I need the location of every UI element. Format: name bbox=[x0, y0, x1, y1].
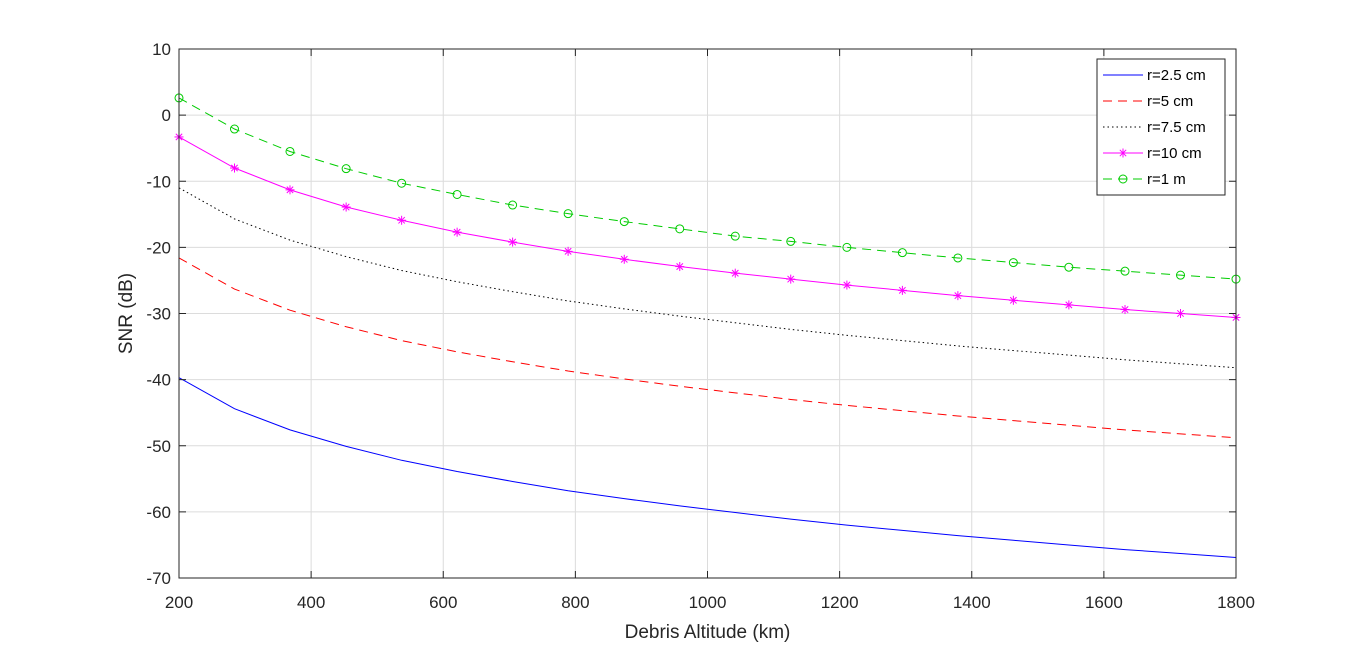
x-tick-label: 800 bbox=[561, 593, 589, 612]
data-point bbox=[786, 274, 796, 284]
data-point bbox=[508, 237, 518, 247]
x-tick-label: 600 bbox=[429, 593, 457, 612]
legend-label: r=10 cm bbox=[1147, 145, 1202, 162]
y-tick-label: -20 bbox=[146, 238, 171, 257]
data-point bbox=[730, 231, 740, 241]
data-point bbox=[341, 164, 351, 174]
x-tick-label: 1600 bbox=[1085, 593, 1123, 612]
legend-label: r=5 cm bbox=[1147, 93, 1193, 110]
data-point bbox=[397, 215, 407, 225]
data-point bbox=[897, 248, 907, 258]
series-line-r-5-cm bbox=[178, 257, 1237, 439]
y-tick-label: -40 bbox=[146, 371, 171, 390]
legend-label: r=7.5 cm bbox=[1147, 119, 1206, 136]
data-point bbox=[1118, 174, 1128, 184]
data-point bbox=[842, 280, 852, 290]
data-point bbox=[1120, 305, 1130, 315]
data-point bbox=[1176, 270, 1186, 280]
data-point bbox=[1064, 300, 1074, 310]
x-tick-label: 200 bbox=[165, 593, 193, 612]
data-point bbox=[452, 227, 462, 237]
y-tick-label: -70 bbox=[146, 569, 171, 588]
data-point bbox=[619, 254, 629, 264]
data-point bbox=[897, 285, 907, 295]
data-point bbox=[786, 236, 796, 246]
y-tick-label: -60 bbox=[146, 503, 171, 522]
legend-label: r=1 m bbox=[1147, 171, 1186, 188]
data-point bbox=[1120, 266, 1130, 276]
series-line-r-2-5-cm bbox=[178, 377, 1237, 558]
data-point bbox=[1008, 295, 1018, 305]
data-point bbox=[1008, 258, 1018, 268]
legend-box bbox=[1096, 58, 1226, 196]
data-point bbox=[563, 209, 573, 219]
grid bbox=[178, 48, 1237, 579]
data-point bbox=[229, 124, 239, 134]
data-point bbox=[675, 224, 685, 234]
data-point bbox=[953, 291, 963, 301]
data-point bbox=[285, 146, 295, 156]
axis-ticks: 200 400 600 800 1000 1200 1400 1600 1800 10 0 -10 -2… bbox=[146, 40, 1254, 612]
legend: r=2.5 cm r=5 cm r=7.5 cm r=10 cm r=1 m bbox=[1096, 58, 1226, 196]
y-tick-label: -30 bbox=[146, 305, 171, 324]
y-tick-label: -50 bbox=[146, 437, 171, 456]
data-point bbox=[953, 253, 963, 263]
data-point bbox=[842, 242, 852, 252]
data-point bbox=[508, 200, 518, 210]
legend-label: r=2.5 cm bbox=[1147, 67, 1206, 84]
data-point bbox=[1176, 309, 1186, 318]
x-tick-label: 1800 bbox=[1217, 593, 1255, 612]
data-point bbox=[619, 217, 629, 227]
data-point bbox=[1064, 262, 1074, 272]
data-point bbox=[341, 202, 351, 212]
data-point bbox=[452, 189, 462, 199]
y-tick-label: -10 bbox=[146, 172, 171, 191]
y-axis-title: SNR (dB) bbox=[116, 273, 137, 354]
x-tick-label: 1200 bbox=[821, 593, 859, 612]
y-tick-label: 0 bbox=[162, 106, 171, 125]
series-line-r-1-m bbox=[178, 97, 1237, 280]
y-tick-label: 10 bbox=[152, 40, 171, 59]
data-point bbox=[1118, 148, 1128, 158]
x-tick-label: 1000 bbox=[689, 593, 727, 612]
x-axis-title: Debris Altitude (km) bbox=[625, 622, 791, 643]
data-point bbox=[563, 246, 573, 256]
data-point bbox=[397, 178, 407, 188]
data-point bbox=[229, 163, 239, 173]
data-point bbox=[285, 185, 295, 195]
plot-series bbox=[174, 93, 1241, 558]
series-line-r-10-cm bbox=[178, 136, 1237, 318]
data-point bbox=[675, 262, 685, 272]
x-tick-label: 400 bbox=[297, 593, 325, 612]
data-point bbox=[730, 268, 740, 278]
x-tick-label: 1400 bbox=[953, 593, 991, 612]
